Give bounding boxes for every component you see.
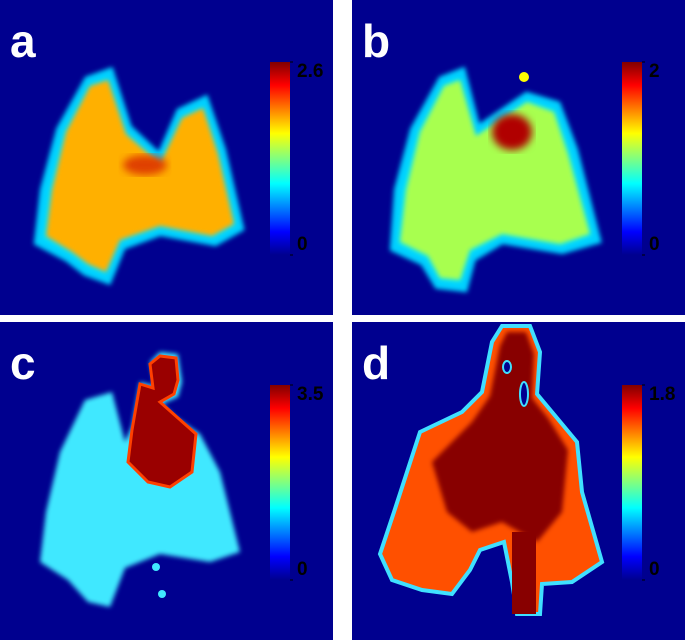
panel-label: c bbox=[10, 337, 36, 389]
colorbar bbox=[622, 62, 642, 255]
speck bbox=[152, 563, 160, 571]
hot-spot bbox=[123, 155, 167, 175]
colorbar bbox=[270, 62, 290, 255]
colorbar-label: 2 bbox=[649, 61, 660, 82]
hot-spot bbox=[492, 114, 532, 150]
speck bbox=[519, 72, 529, 82]
panel-label: b bbox=[362, 15, 390, 67]
hole bbox=[502, 360, 512, 374]
tissue-map bbox=[46, 80, 234, 272]
tissue-map bbox=[400, 80, 590, 280]
colorbar-label: 0 bbox=[297, 559, 308, 580]
colorbar-label: 0 bbox=[649, 234, 660, 255]
panel-c bbox=[0, 322, 333, 640]
colorbar-label: 2.6 bbox=[297, 61, 323, 82]
panel-label: a bbox=[10, 15, 36, 67]
panel-b bbox=[352, 0, 685, 315]
hot-spot bbox=[126, 354, 198, 489]
colorbar-label: 0 bbox=[649, 559, 660, 580]
colorbar bbox=[270, 385, 290, 580]
colorbar-label: 0 bbox=[297, 234, 308, 255]
speck bbox=[158, 590, 166, 598]
tissue-map bbox=[40, 352, 240, 607]
saturated-region bbox=[432, 332, 568, 542]
panel-label: d bbox=[362, 337, 390, 389]
colorbar bbox=[622, 385, 642, 580]
colorbar-label: 3.5 bbox=[297, 384, 324, 405]
hole bbox=[519, 381, 529, 407]
saturated-region bbox=[512, 532, 536, 614]
colorbar-label: 1.8 bbox=[649, 384, 675, 405]
